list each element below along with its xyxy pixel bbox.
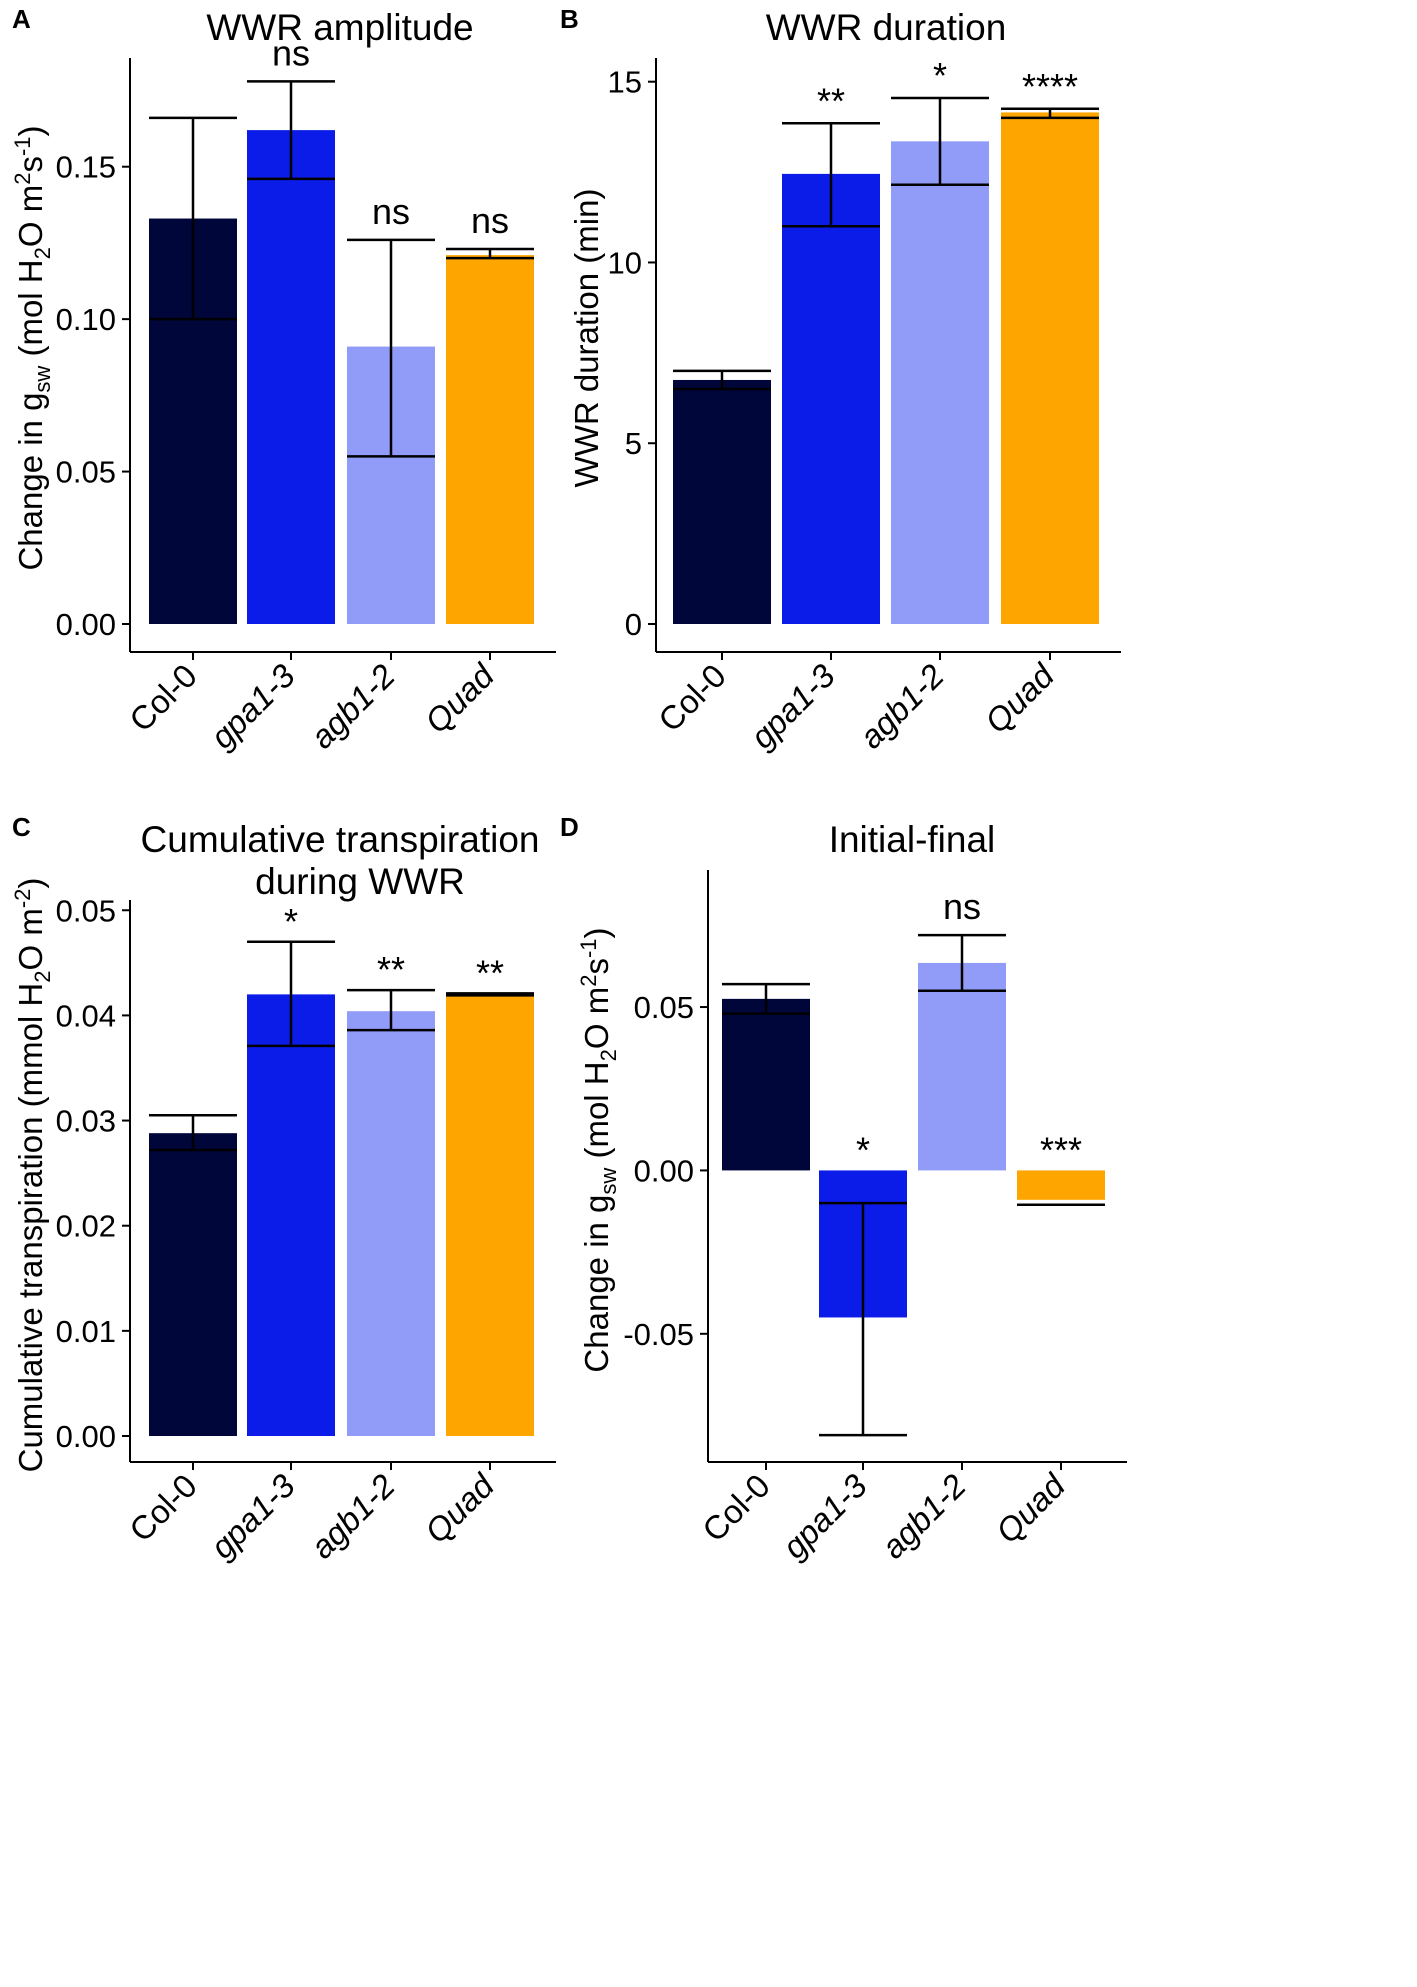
bar-col-0 bbox=[149, 1133, 237, 1436]
category-label: Quad bbox=[418, 1466, 502, 1550]
bar-col-0 bbox=[722, 998, 810, 1171]
panel-title: Cumulative transpiration bbox=[141, 819, 540, 860]
category-label: Col-0 bbox=[122, 657, 204, 739]
y-tick-label: 0.00 bbox=[634, 1153, 694, 1188]
panel-title: during WWR bbox=[255, 861, 465, 902]
y-axis-label: WWR duration (min) bbox=[568, 189, 605, 488]
bar-col-0 bbox=[673, 379, 771, 624]
significance-label: * bbox=[933, 55, 947, 96]
bar-quad bbox=[446, 255, 534, 624]
bar-agb1-2 bbox=[347, 1011, 435, 1436]
y-tick-label: 0.00 bbox=[56, 607, 116, 642]
category-label: agb1-2 bbox=[852, 657, 951, 756]
panel-b: B WWR duration 0 5 10 15 WWR duration (min) Col… bbox=[560, 4, 1121, 756]
y-tick-label: 0.05 bbox=[56, 455, 116, 490]
panel-letter: A bbox=[12, 4, 31, 34]
y-axis-label: Change in gsw (mol H2O m2s-1) bbox=[10, 125, 55, 570]
y-tick-label: 0 bbox=[625, 607, 642, 642]
category-label: gpa1-3 bbox=[203, 656, 302, 755]
significance-label: ** bbox=[817, 80, 845, 121]
category-label: Col-0 bbox=[651, 657, 733, 739]
y-axis-label: Change in gsw (mol H2O m2s-1) bbox=[576, 927, 621, 1372]
category-label: Col-0 bbox=[122, 1467, 204, 1549]
bar-gpa1-3 bbox=[247, 994, 335, 1436]
significance-label: **** bbox=[1022, 66, 1078, 107]
panel-title: WWR amplitude bbox=[206, 7, 473, 48]
y-tick-label: 0.05 bbox=[56, 893, 116, 928]
category-label: agb1-2 bbox=[303, 657, 402, 756]
panel-title: Initial-final bbox=[829, 819, 996, 860]
y-tick-label: 0.03 bbox=[56, 1104, 116, 1139]
panel-d: D Initial-final -0.05 0.00 0.05 Change in gsw… bbox=[560, 812, 1127, 1566]
bar-gpa1-3 bbox=[247, 130, 335, 625]
category-label: gpa1-3 bbox=[203, 1466, 302, 1565]
category-label: Quad bbox=[418, 656, 502, 740]
y-tick-label: 15 bbox=[608, 65, 642, 100]
y-axis-label: Cumulative transpiration (mmol H2O m-2) bbox=[10, 878, 55, 1473]
category-label: gpa1-3 bbox=[743, 656, 842, 755]
significance-label: *** bbox=[1040, 1129, 1082, 1170]
y-tick-label: 0.02 bbox=[56, 1209, 116, 1244]
y-tick-label: 5 bbox=[625, 426, 642, 461]
significance-label: * bbox=[284, 901, 298, 942]
bar-agb1-2 bbox=[918, 962, 1006, 1171]
significance-label: ns bbox=[272, 32, 310, 73]
bar-quad bbox=[446, 994, 534, 1436]
y-tick-label: 0.05 bbox=[634, 990, 694, 1025]
bar-quad bbox=[1001, 112, 1099, 624]
significance-label: ** bbox=[377, 949, 405, 990]
category-label: gpa1-3 bbox=[775, 1466, 874, 1565]
panel-letter: D bbox=[560, 812, 579, 842]
significance-label: ns bbox=[943, 886, 981, 927]
y-tick-label: 0.00 bbox=[56, 1419, 116, 1454]
significance-label: ns bbox=[471, 200, 509, 241]
significance-label: * bbox=[856, 1129, 870, 1170]
bar-gpa1-3 bbox=[782, 173, 880, 624]
y-tick-label: 10 bbox=[608, 245, 642, 280]
category-label: agb1-2 bbox=[303, 1467, 402, 1566]
significance-label: ns bbox=[372, 191, 410, 232]
y-tick-label: -0.05 bbox=[623, 1317, 694, 1352]
category-label: Col-0 bbox=[695, 1467, 777, 1549]
bar-quad bbox=[1017, 1170, 1105, 1200]
y-tick-label: 0.01 bbox=[56, 1314, 116, 1349]
panel-letter: C bbox=[12, 812, 31, 842]
category-label: Quad bbox=[989, 1466, 1073, 1550]
panel-letter: B bbox=[560, 4, 579, 34]
y-tick-label: 0.10 bbox=[56, 302, 116, 337]
bar-agb1-2 bbox=[891, 141, 989, 624]
y-tick-label: 0.15 bbox=[56, 150, 116, 185]
panel-title: WWR duration bbox=[766, 7, 1007, 48]
y-tick-label: 0.04 bbox=[56, 998, 116, 1033]
category-label: Quad bbox=[978, 656, 1062, 740]
significance-label: ** bbox=[476, 952, 504, 993]
category-label: agb1-2 bbox=[874, 1467, 973, 1566]
